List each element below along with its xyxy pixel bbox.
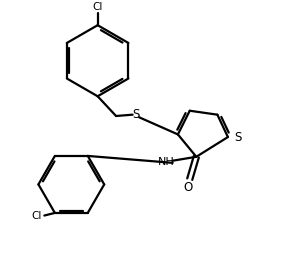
Text: NH: NH — [158, 157, 174, 167]
Text: S: S — [132, 108, 139, 121]
Text: Cl: Cl — [31, 210, 42, 221]
Text: Cl: Cl — [93, 2, 103, 12]
Text: S: S — [234, 131, 242, 144]
Text: O: O — [184, 181, 193, 194]
